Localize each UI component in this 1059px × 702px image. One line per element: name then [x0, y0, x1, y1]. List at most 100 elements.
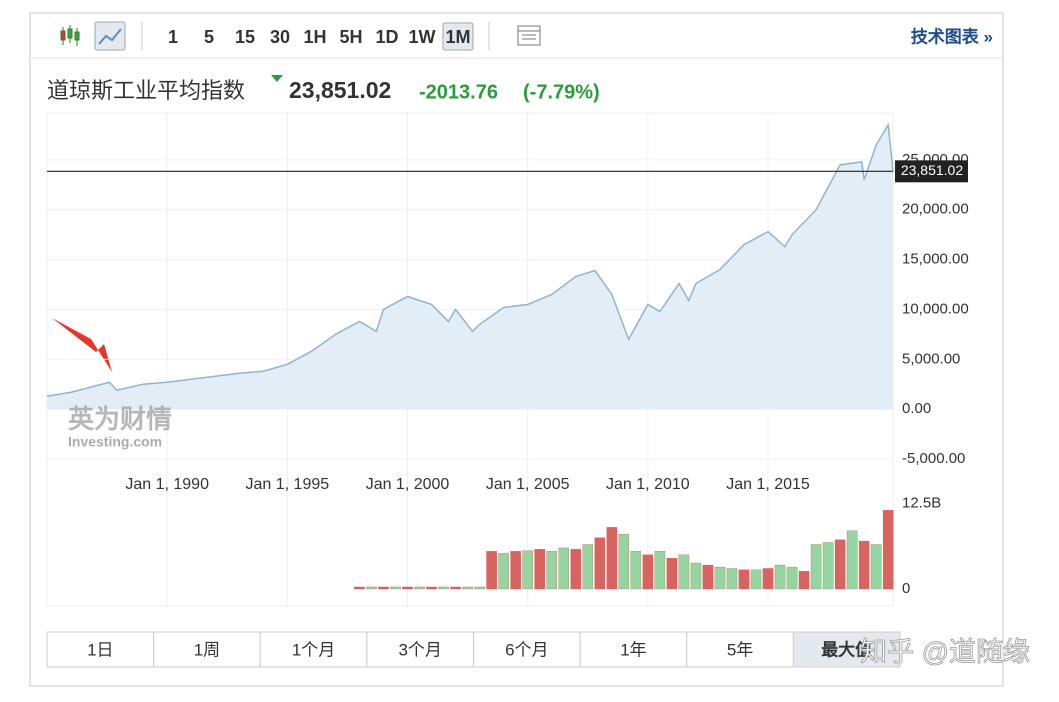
y-tick-label: 0.00 — [902, 400, 931, 417]
volume-bar — [450, 586, 461, 590]
range-tab-box — [792, 631, 901, 668]
volume-bar — [582, 544, 594, 590]
x-tick-label: Jan 1, 2015 — [726, 476, 810, 493]
volume-bar — [618, 534, 630, 590]
volume-bar — [678, 554, 690, 590]
volume-bar — [426, 586, 437, 590]
volume-bar — [474, 586, 485, 590]
volume-tick-label: 0 — [902, 580, 910, 597]
volume-bar — [486, 551, 497, 590]
y-tick-label: 15,000.00 — [902, 251, 969, 268]
volume-bar — [570, 549, 582, 590]
volume-bar — [366, 586, 377, 590]
last-price-box — [895, 160, 968, 183]
volume-bar — [354, 586, 365, 590]
volume-bar — [642, 554, 654, 590]
volume-bar — [858, 540, 870, 590]
y-tick-label: 5,000.00 — [902, 350, 960, 367]
x-tick-label: Jan 1, 2010 — [606, 476, 690, 493]
x-tick-label: Jan 1, 1995 — [246, 476, 330, 493]
volume-bar — [606, 527, 618, 590]
area — [47, 124, 893, 410]
interval-button[interactable]: 5 — [204, 27, 214, 47]
volume-bar — [882, 510, 894, 590]
volume-bar — [750, 569, 762, 590]
range-tab-box — [259, 631, 368, 668]
range-tab-box — [153, 631, 261, 668]
range-tab[interactable]: 3个月 — [398, 640, 441, 659]
y-tick-label: 20,000.00 — [902, 201, 969, 218]
volume-bar — [390, 586, 401, 590]
range-tab[interactable]: 1年 — [620, 640, 646, 659]
volume-bar — [738, 569, 750, 590]
range-tab[interactable]: 5年 — [727, 640, 753, 659]
x-tick-label: Jan 1, 2005 — [486, 476, 570, 493]
range-tab[interactable]: 1周 — [194, 640, 220, 659]
range-tab[interactable]: 最大值 — [821, 639, 872, 659]
logo-cn: 英为财情 — [68, 404, 172, 434]
volume-bar — [666, 558, 678, 590]
interval-button[interactable]: 1D — [375, 27, 398, 47]
range-tab[interactable]: 1个月 — [292, 640, 335, 659]
volume-bar — [822, 542, 834, 590]
range-tab[interactable]: 1日 — [87, 640, 113, 659]
volume-bar — [558, 547, 569, 590]
volume-bar — [762, 568, 774, 590]
volume-bar — [414, 586, 425, 590]
range-tab-box — [473, 631, 581, 668]
line-icon-glyph — [98, 28, 122, 45]
volume-bar — [522, 550, 533, 590]
line-icon[interactable] — [94, 21, 126, 51]
volume-bar — [534, 549, 545, 590]
volume-bar — [726, 568, 738, 590]
volume-bar — [594, 537, 606, 590]
index-name: 道琼斯工业平均指数 — [47, 78, 245, 103]
volume-bar — [654, 551, 666, 590]
interval-button[interactable]: 1 — [168, 27, 178, 47]
price-line — [46, 122, 894, 397]
down-arrow — [271, 75, 283, 82]
volume-bar — [378, 586, 389, 590]
volume-bar — [774, 564, 786, 590]
volume-bar — [870, 544, 882, 590]
volume-bar — [510, 551, 521, 590]
volume-bar — [786, 566, 798, 590]
logo-en: Investing.com — [68, 434, 162, 450]
volume-bar — [630, 551, 642, 590]
volume-tick-label: 12.5B — [902, 494, 941, 511]
volume-bar — [402, 586, 413, 590]
volume-bar — [798, 571, 810, 590]
range-tab-box — [46, 631, 155, 668]
change: -2013.76 — [419, 81, 498, 103]
x-tick-label: Jan 1, 1990 — [125, 476, 209, 493]
table-icon[interactable] — [517, 25, 541, 46]
interval-button[interactable]: 15 — [235, 27, 255, 47]
interval-button[interactable]: 1H — [303, 27, 326, 47]
y-tick-label: -5,000.00 — [902, 450, 965, 467]
range-tab[interactable]: 6个月 — [505, 640, 548, 659]
volume-bar — [498, 553, 509, 590]
interval-button[interactable]: 1M — [445, 27, 470, 47]
interval-active — [442, 22, 474, 51]
last-price-label: 23,851.02 — [901, 162, 963, 178]
volume-bar — [846, 530, 858, 590]
volume-bar — [810, 544, 822, 590]
x-tick-label: Jan 1, 2000 — [366, 476, 450, 493]
interval-button[interactable]: 30 — [270, 27, 290, 47]
price: 23,851.02 — [289, 77, 391, 103]
volume-bar — [546, 551, 557, 590]
volume-bar — [714, 566, 726, 590]
range-tab-box — [579, 631, 688, 668]
range-tab-box — [686, 631, 794, 668]
candle-icon[interactable] — [60, 25, 80, 46]
volume-bar — [462, 586, 473, 590]
technical-chart-link[interactable]: 技术图表 » — [911, 26, 993, 46]
volume-bar — [690, 562, 702, 590]
interval-button[interactable]: 1W — [409, 27, 436, 47]
interval-button[interactable]: 5H — [339, 27, 362, 47]
change-pct: (-7.79%) — [523, 81, 600, 103]
y-tick-label: 10,000.00 — [902, 300, 969, 317]
volume-bar — [438, 586, 449, 590]
